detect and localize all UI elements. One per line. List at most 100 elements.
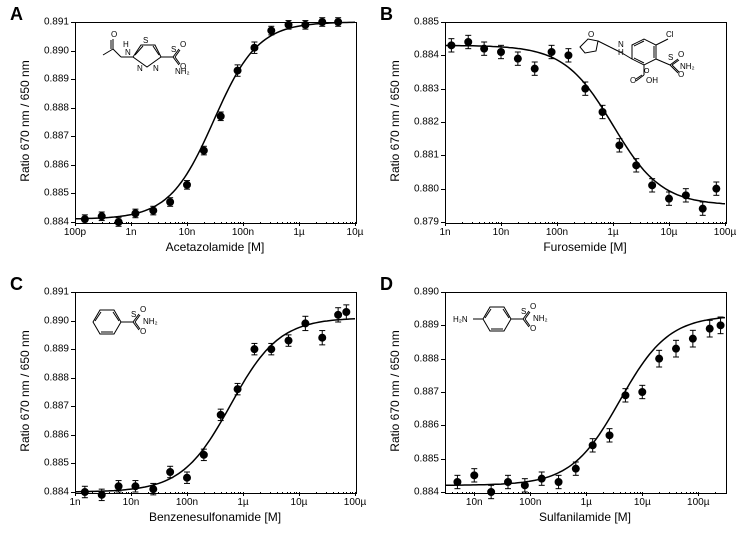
x-tick-minor <box>540 222 541 224</box>
data-point <box>622 392 629 399</box>
data-point <box>488 489 495 496</box>
data-point <box>504 479 511 486</box>
data-point <box>639 389 646 396</box>
x-tick-minor <box>316 492 317 494</box>
y-tick-label: 0.884 <box>33 217 69 228</box>
x-tick-label: 1n <box>439 227 450 238</box>
x-tick-minor <box>214 222 215 224</box>
data-point <box>454 479 461 486</box>
x-tick-minor <box>126 222 127 224</box>
x-tick-minor <box>681 492 682 494</box>
x-tick-minor <box>204 492 205 494</box>
y-tick-label: 0.880 <box>403 183 439 194</box>
y-tick-label: 0.889 <box>33 74 69 85</box>
x-tick-minor <box>564 492 565 494</box>
x-tick-minor <box>326 492 327 494</box>
svg-text:S: S <box>668 53 673 62</box>
svg-text:N: N <box>125 48 131 57</box>
x-tick-minor <box>664 222 665 224</box>
x-tick-minor <box>640 492 641 494</box>
x-tick-minor <box>294 222 295 224</box>
x-tick-minor <box>240 492 241 494</box>
x-tick-label: 10n <box>123 497 140 508</box>
x-tick-minor <box>346 222 347 224</box>
x-tick-label: 100p <box>64 227 86 238</box>
x-tick-label: 10µ <box>291 497 308 508</box>
x-tick-minor <box>282 492 283 494</box>
x-tick-minor <box>214 492 215 494</box>
x-tick-minor <box>184 492 185 494</box>
x-tick-minor <box>282 222 283 224</box>
x-tick-minor <box>696 222 697 224</box>
x-tick-minor <box>713 222 714 224</box>
x-tick-label: 100µ <box>714 227 736 238</box>
data-point <box>633 162 640 169</box>
x-tick-minor <box>294 492 295 494</box>
x-tick <box>613 222 614 226</box>
x-tick-minor <box>686 492 687 494</box>
x-tick-minor <box>126 492 127 494</box>
x-tick <box>586 492 587 496</box>
figure: ARatio 670 nm / 650 nmAcetazolamide [M]1… <box>0 0 740 538</box>
y-tick-label: 0.882 <box>403 117 439 128</box>
y-tick-label: 0.884 <box>403 50 439 61</box>
x-tick-minor <box>238 492 239 494</box>
svg-text:O: O <box>678 70 684 79</box>
data-point <box>319 19 326 26</box>
x-tick-minor <box>165 222 166 224</box>
y-tick-label: 0.890 <box>33 315 69 326</box>
panel-A: ARatio 670 nm / 650 nmAcetazolamide [M]1… <box>5 2 365 267</box>
x-tick-minor <box>466 492 467 494</box>
data-point <box>184 474 191 481</box>
x-tick-minor <box>462 492 463 494</box>
y-tick <box>441 222 445 223</box>
data-point <box>717 322 724 329</box>
x-tick-minor <box>625 492 626 494</box>
data-point <box>498 49 505 56</box>
y-tick-label: 0.890 <box>33 45 69 56</box>
data-point <box>343 309 350 316</box>
data-point <box>302 320 309 327</box>
x-tick-minor <box>659 492 660 494</box>
x-tick-minor <box>479 222 480 224</box>
x-tick-minor <box>352 492 353 494</box>
x-tick-minor <box>591 222 592 224</box>
data-point <box>572 465 579 472</box>
x-tick-minor <box>634 492 635 494</box>
x-tick <box>299 492 300 496</box>
x-tick-minor <box>204 222 205 224</box>
x-tick-minor <box>238 222 239 224</box>
data-point <box>285 337 292 344</box>
x-tick-minor <box>484 222 485 224</box>
x-tick-minor <box>513 492 514 494</box>
svg-text:Cl: Cl <box>666 30 674 39</box>
x-tick-minor <box>158 222 159 224</box>
x-tick-minor <box>716 222 717 224</box>
y-tick-label: 0.886 <box>403 420 439 431</box>
data-point <box>465 39 472 46</box>
x-tick-minor <box>231 222 232 224</box>
data-point <box>268 27 275 34</box>
x-tick <box>187 492 188 496</box>
svg-text:N: N <box>137 64 143 73</box>
x-tick-minor <box>535 222 536 224</box>
x-tick-minor <box>637 492 638 494</box>
x-tick-minor <box>182 222 183 224</box>
x-tick-minor <box>608 222 609 224</box>
x-tick-label: 100n <box>232 227 254 238</box>
x-tick-minor <box>518 222 519 224</box>
x-tick-minor <box>231 492 232 494</box>
x-tick-label: 1n <box>69 497 80 508</box>
x-tick-minor <box>175 492 176 494</box>
x-tick <box>243 492 244 496</box>
x-tick-minor <box>343 222 344 224</box>
x-tick-label: 100µ <box>687 497 709 508</box>
data-point <box>217 411 224 418</box>
x-tick-minor <box>666 222 667 224</box>
x-tick-minor <box>170 492 171 494</box>
x-tick-minor <box>640 222 641 224</box>
x-tick-minor <box>547 492 548 494</box>
x-tick-minor <box>109 222 110 224</box>
x-tick-minor <box>652 222 653 224</box>
svg-text:H: H <box>618 48 624 57</box>
